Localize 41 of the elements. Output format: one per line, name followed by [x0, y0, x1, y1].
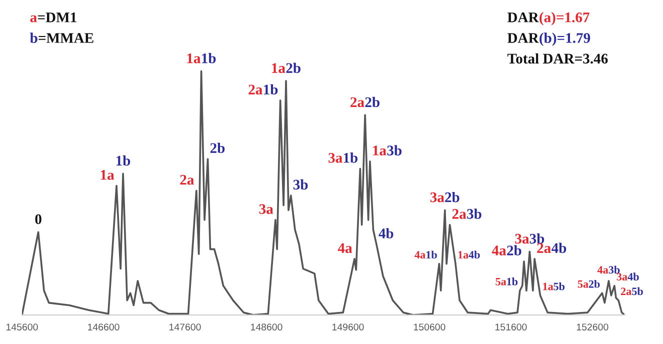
annotation: 1a5b [543, 282, 565, 290]
x-tick-label: 151600 [495, 324, 527, 330]
annotation: 3a [259, 204, 274, 214]
text: DAR(b)=1.79 [507, 32, 590, 46]
annotation: 2a [180, 174, 194, 185]
annotation: 4a2b [492, 245, 522, 256]
x-tick-label: 150600 [414, 324, 446, 330]
annotation: 3a1b [328, 152, 358, 163]
annotation: 0 [35, 214, 42, 224]
x-tick-label: 149600 [332, 324, 364, 330]
annotation: 2a5b [620, 287, 643, 296]
annotation: 2a3b [452, 208, 482, 219]
text: DAR(a)=1.67 [507, 12, 590, 26]
annotation: 1a4b [458, 250, 480, 259]
annotation: 2a4b [537, 242, 566, 253]
annotation: 3a2b [430, 192, 460, 202]
annotation: 5a1b [496, 278, 518, 286]
annotation: 2a1b [248, 84, 278, 94]
x-tick-label: 147600 [169, 324, 201, 330]
annotation: 3a4b [616, 272, 639, 280]
x-tick-label: 146600 [88, 324, 120, 330]
annotation: 4a [338, 243, 352, 253]
annotation: 1a3b [373, 145, 402, 156]
annotation: 1a2b [272, 62, 300, 73]
x-tick-label: 148600 [250, 324, 282, 330]
annotation: 1b [116, 155, 130, 166]
text: a=DM1 [30, 12, 76, 22]
annotation: 1a1b [187, 52, 216, 64]
annotation: 3b [293, 179, 308, 190]
x-tick-label: 152600 [576, 324, 608, 330]
text: b=MMAE [30, 32, 94, 43]
annotation: 4a1b [414, 250, 437, 259]
annotation: 4b [378, 228, 394, 238]
annotation: 2a2b [350, 96, 380, 108]
annotation: 5a2b [578, 280, 600, 288]
annotation: 3a3b [515, 233, 544, 244]
annotation: 2b [210, 142, 225, 154]
x-tick-label: 145600 [6, 324, 38, 330]
annotation: 1a [100, 170, 114, 180]
annotation: 4a3b [597, 266, 620, 274]
text: Total DAR=3.46 [507, 53, 608, 64]
